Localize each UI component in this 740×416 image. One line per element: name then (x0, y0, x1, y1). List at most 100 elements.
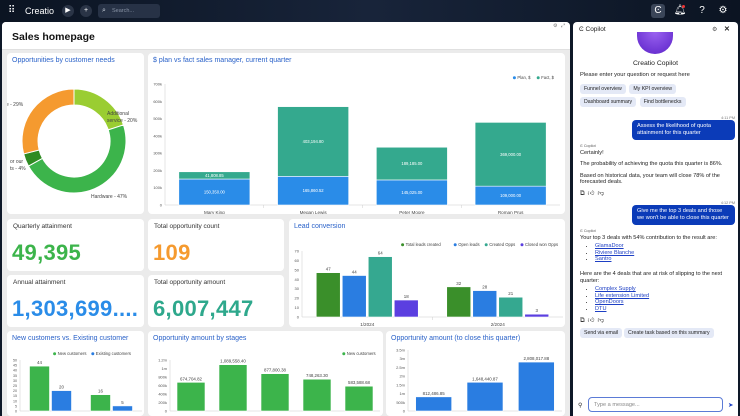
close-icon[interactable]: ✕ (724, 26, 730, 33)
help-icon[interactable]: ? (699, 5, 705, 16)
chart-card-toclose: 0 500k 1m 1.5m 2m 2.5m 3m 3.5m 812,486.85 1,648,4… (386, 331, 565, 416)
deal-link[interactable]: Complex Supply (595, 286, 636, 293)
bar (51, 390, 72, 412)
expand-icon[interactable]: ⤢ (561, 23, 566, 29)
suggestion-chip[interactable]: My KPI overview (629, 84, 676, 94)
deal-link[interactable]: OpenDoors (595, 299, 624, 306)
bar (218, 364, 248, 412)
deal-link[interactable]: Santro (595, 256, 612, 263)
gear-icon[interactable]: ⚙ (718, 5, 728, 16)
bar (277, 106, 349, 177)
data-label: 47 (326, 267, 331, 272)
search-input[interactable]: ⌕ Search... (98, 4, 160, 18)
y-tick-label: 500k (396, 400, 405, 405)
bar (178, 171, 251, 180)
y-tick-label: 60 (295, 258, 300, 263)
chart-title: Lead conversion (294, 223, 346, 230)
y-tick-label: 5 (15, 404, 17, 408)
chart-title: Opportunity amount by stages (153, 335, 247, 342)
data-label: 64 (378, 251, 383, 256)
suggestion-chip[interactable]: Find bottlenecks (639, 97, 686, 107)
bar (472, 290, 498, 318)
message-input[interactable]: Type a message... (588, 397, 723, 412)
stacked-bar-chart: 0 100k 200k 300k 400k 500k 600k 700k Mary King 15… (153, 75, 560, 214)
chart-card-planfact: 0 100k 200k 300k 400k 500k 600k 700k Mary King 15… (148, 53, 565, 214)
legend-label: Fact, $ (541, 75, 554, 80)
y-tick-label: 35 (13, 374, 17, 378)
y-tick-label: 50 (13, 359, 17, 363)
thumbs-down-icon[interactable]: 👎︎ (597, 189, 608, 197)
y-tick-label: 2m (399, 374, 405, 379)
copilot-name: Creatio Copilot (633, 60, 678, 67)
deal-link[interactable]: Life extension Limited (595, 292, 650, 299)
y-tick-label: 40 (13, 369, 17, 373)
settings-icon[interactable]: ⚙ (712, 27, 718, 33)
bar (466, 381, 504, 412)
y-tick-label: 1m (399, 391, 405, 396)
page-title: Sales homepage (12, 31, 95, 43)
y-tick-label: 3m (399, 356, 405, 361)
y-tick-label: 10 (13, 399, 17, 403)
data-label: 583,588.68 (348, 380, 371, 385)
suggestion-chip[interactable]: Dashboard summary (580, 97, 637, 107)
bar (29, 365, 50, 412)
thumbs-up-icon[interactable]: 👍︎ (587, 316, 598, 324)
y-tick-label: 700k (153, 82, 162, 87)
reply-text: Here are the 4 deals that are at risk of… (580, 270, 723, 284)
copilot-header: Ͼ Copilot (579, 26, 606, 33)
kpi-value: 109 (153, 240, 191, 265)
kpi-title: Annual attainment (13, 279, 66, 286)
copy-icon[interactable]: ⧉ (580, 316, 588, 324)
data-label: 2,808,017.88 (524, 356, 550, 361)
bar (518, 361, 555, 412)
thumbs-up-icon[interactable]: 👍︎ (587, 189, 598, 197)
suggestion-chip[interactable]: Funnel overview (580, 84, 626, 94)
copy-icon[interactable]: ⧉ (580, 189, 588, 197)
plus-icon[interactable]: + (80, 5, 92, 17)
send-icon[interactable]: ➤ (728, 402, 734, 409)
y-tick-label: 50 (295, 267, 300, 272)
copilot-icon[interactable]: Ͼ (651, 4, 665, 18)
chart-title: Opportunity amount (to close this quarte… (391, 335, 521, 342)
bar (176, 382, 206, 412)
bar (524, 313, 550, 318)
data-label: 44 (352, 270, 357, 275)
deal-link[interactable]: Riviere Blanche (595, 249, 635, 256)
y-tick-label: 0 (160, 203, 163, 208)
kpi-quarterly-attainment: Quarterly attainment 49,395 (7, 219, 144, 271)
data-label: 20 (59, 385, 64, 390)
copilot-avatar (637, 32, 673, 54)
x-tick-label: Peter Moore (399, 210, 425, 214)
send-email-button[interactable]: Send via email (580, 327, 623, 338)
slice-label: Additional service - 20% (107, 111, 138, 124)
message-time: 4:11 PM (721, 116, 735, 120)
slice-label: or our ts - 4% (10, 159, 26, 172)
risk-deals-list: Complex Supply Life extension Limited Op… (595, 286, 735, 312)
feedback-actions: ⧉👍︎👎︎ (580, 316, 735, 325)
deal-link[interactable]: GlamaDoor (595, 243, 624, 250)
bar (376, 179, 448, 206)
data-label: 165,860.52 (303, 188, 325, 193)
settings-icon[interactable]: ⚙ (553, 23, 558, 29)
data-label: 16 (98, 389, 103, 394)
slice-label: vare - 29% (7, 102, 24, 108)
data-label: 1,089,558.40 (220, 359, 246, 364)
label-line: or our (10, 159, 23, 165)
apps-grid-icon[interactable]: ⠿ (8, 5, 16, 16)
legend-marker (484, 243, 488, 247)
data-label: 109,000.00 (500, 193, 522, 198)
attach-icon[interactable]: ⚲ (578, 403, 583, 409)
deal-link[interactable]: DTU (595, 305, 607, 312)
legend-marker (401, 243, 405, 247)
kpi-total-opportunity-amount: Total opportunity amount 6,007,447 (148, 275, 284, 327)
play-icon[interactable]: ▶ (62, 5, 74, 17)
chart-title: $ plan vs fact sales manager, current qu… (153, 57, 292, 64)
label-line: ts - 4% (10, 166, 26, 172)
y-tick-label: 0 (15, 410, 17, 414)
kpi-title: Total opportunity amount (154, 279, 226, 286)
thumbs-down-icon[interactable]: 👎︎ (597, 316, 608, 324)
bar (474, 122, 547, 187)
create-task-button[interactable]: Create task based on this summary (624, 327, 714, 338)
bell-icon[interactable]: 🔔︎ (673, 5, 687, 16)
